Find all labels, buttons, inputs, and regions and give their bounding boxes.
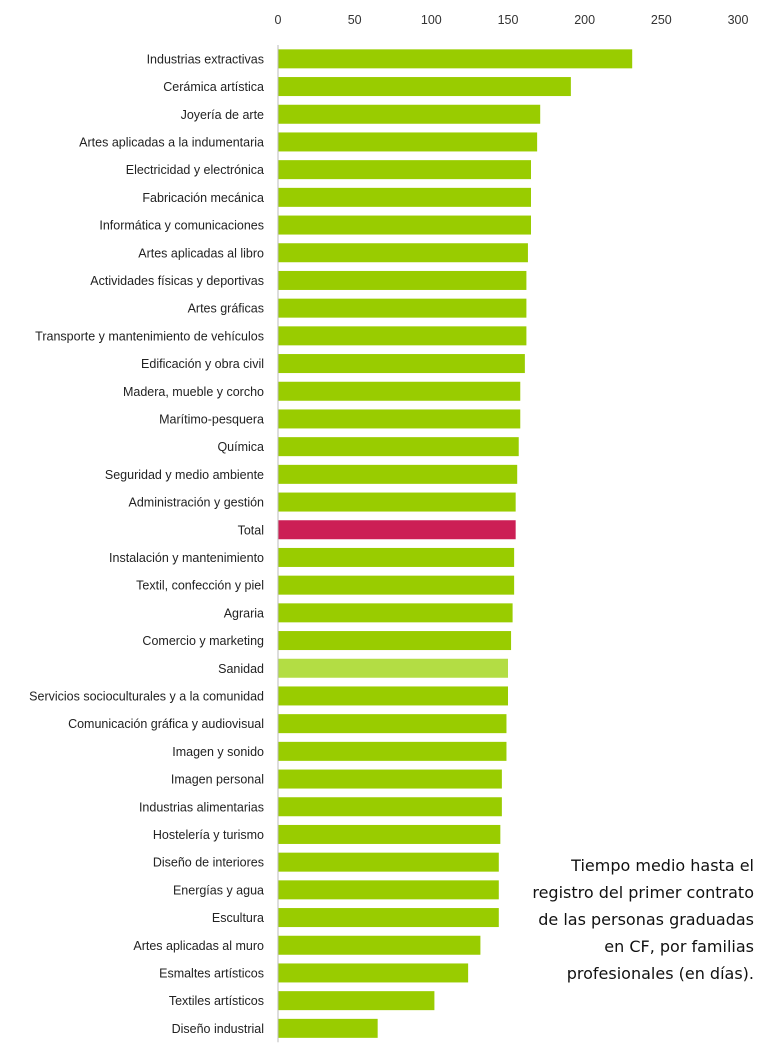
category-labels: Industrias extractivas Cerámica artística…	[29, 52, 264, 1036]
category-label: Comercio y marketing	[142, 634, 264, 648]
category-label: Artes gráficas	[188, 302, 264, 316]
bar	[278, 686, 508, 705]
bar	[278, 797, 502, 816]
category-label: Sanidad	[218, 662, 264, 676]
bar	[278, 132, 537, 151]
category-label: Electricidad y electrónica	[126, 163, 264, 177]
category-label: Transporte y mantenimiento de vehículos	[35, 329, 264, 343]
category-label: Joyería de arte	[181, 108, 264, 122]
category-label: Cerámica artística	[163, 80, 264, 94]
category-label: Marítimo-pesquera	[159, 412, 264, 426]
category-label: Energías y agua	[173, 883, 264, 897]
category-label: Total	[238, 523, 264, 537]
bar	[278, 160, 531, 179]
bar	[278, 409, 520, 428]
category-label: Esmaltes artísticos	[159, 966, 264, 980]
bar	[278, 493, 516, 512]
bar	[278, 714, 506, 733]
x-tick-label: 50	[348, 13, 362, 27]
category-label: Instalación y mantenimiento	[109, 551, 264, 565]
category-label: Madera, mueble y corcho	[123, 385, 264, 399]
x-tick-label: 150	[498, 13, 519, 27]
category-label: Textiles artísticos	[169, 994, 264, 1008]
bar	[278, 1019, 378, 1038]
bar	[278, 576, 514, 595]
category-label: Comunicación gráfica y audiovisual	[68, 717, 264, 731]
bar	[278, 49, 632, 68]
category-label: Hostelería y turismo	[153, 828, 264, 842]
bar	[278, 548, 514, 567]
bar	[278, 465, 517, 484]
bar	[278, 853, 499, 872]
bar	[278, 908, 499, 927]
category-label: Fabricación mecánica	[142, 191, 264, 205]
x-tick-label: 250	[651, 13, 672, 27]
category-label: Agraria	[224, 606, 264, 620]
bar	[278, 770, 502, 789]
bar	[278, 216, 531, 235]
x-axis-ticks: 0 50 100 150 200 250 300	[275, 13, 749, 27]
category-label: Administración y gestión	[129, 496, 265, 510]
category-label: Escultura	[212, 911, 264, 925]
bar	[278, 991, 434, 1010]
chart-caption: Tiempo medio hasta el registro del prime…	[514, 852, 754, 987]
bar	[278, 382, 520, 401]
bar	[278, 105, 540, 124]
bar	[278, 603, 513, 622]
category-label: Actividades físicas y deportivas	[90, 274, 264, 288]
bar	[278, 825, 500, 844]
bar	[278, 520, 516, 539]
bar	[278, 963, 468, 982]
x-tick-label: 200	[574, 13, 595, 27]
bar	[278, 742, 506, 761]
bar	[278, 326, 526, 345]
category-label: Diseño industrial	[172, 1022, 264, 1036]
bar	[278, 243, 528, 262]
bar	[278, 659, 508, 678]
category-label: Imagen personal	[171, 773, 264, 787]
category-label: Química	[217, 440, 264, 454]
x-tick-label: 100	[421, 13, 442, 27]
category-label: Seguridad y medio ambiente	[105, 468, 264, 482]
category-label: Diseño de interiores	[153, 856, 264, 870]
category-label: Informática y comunicaciones	[99, 219, 264, 233]
category-label: Industrias alimentarias	[139, 800, 264, 814]
bar	[278, 188, 531, 207]
bar	[278, 77, 571, 96]
bar	[278, 354, 525, 373]
category-label: Edificación y obra civil	[141, 357, 264, 371]
x-tick-label: 0	[275, 13, 282, 27]
category-label: Servicios socioculturales y a la comunid…	[29, 689, 264, 703]
category-label: Industrias extractivas	[147, 52, 264, 66]
category-label: Artes aplicadas al muro	[133, 939, 264, 953]
bar	[278, 437, 519, 456]
category-label: Artes aplicadas a la indumentaria	[79, 135, 264, 149]
bar	[278, 936, 480, 955]
bar	[278, 880, 499, 899]
category-label: Artes aplicadas al libro	[138, 246, 264, 260]
bar	[278, 271, 526, 290]
x-tick-label: 300	[728, 13, 749, 27]
bar	[278, 299, 526, 318]
category-label: Textil, confección y piel	[136, 579, 264, 593]
category-label: Imagen y sonido	[172, 745, 264, 759]
bar	[278, 631, 511, 650]
